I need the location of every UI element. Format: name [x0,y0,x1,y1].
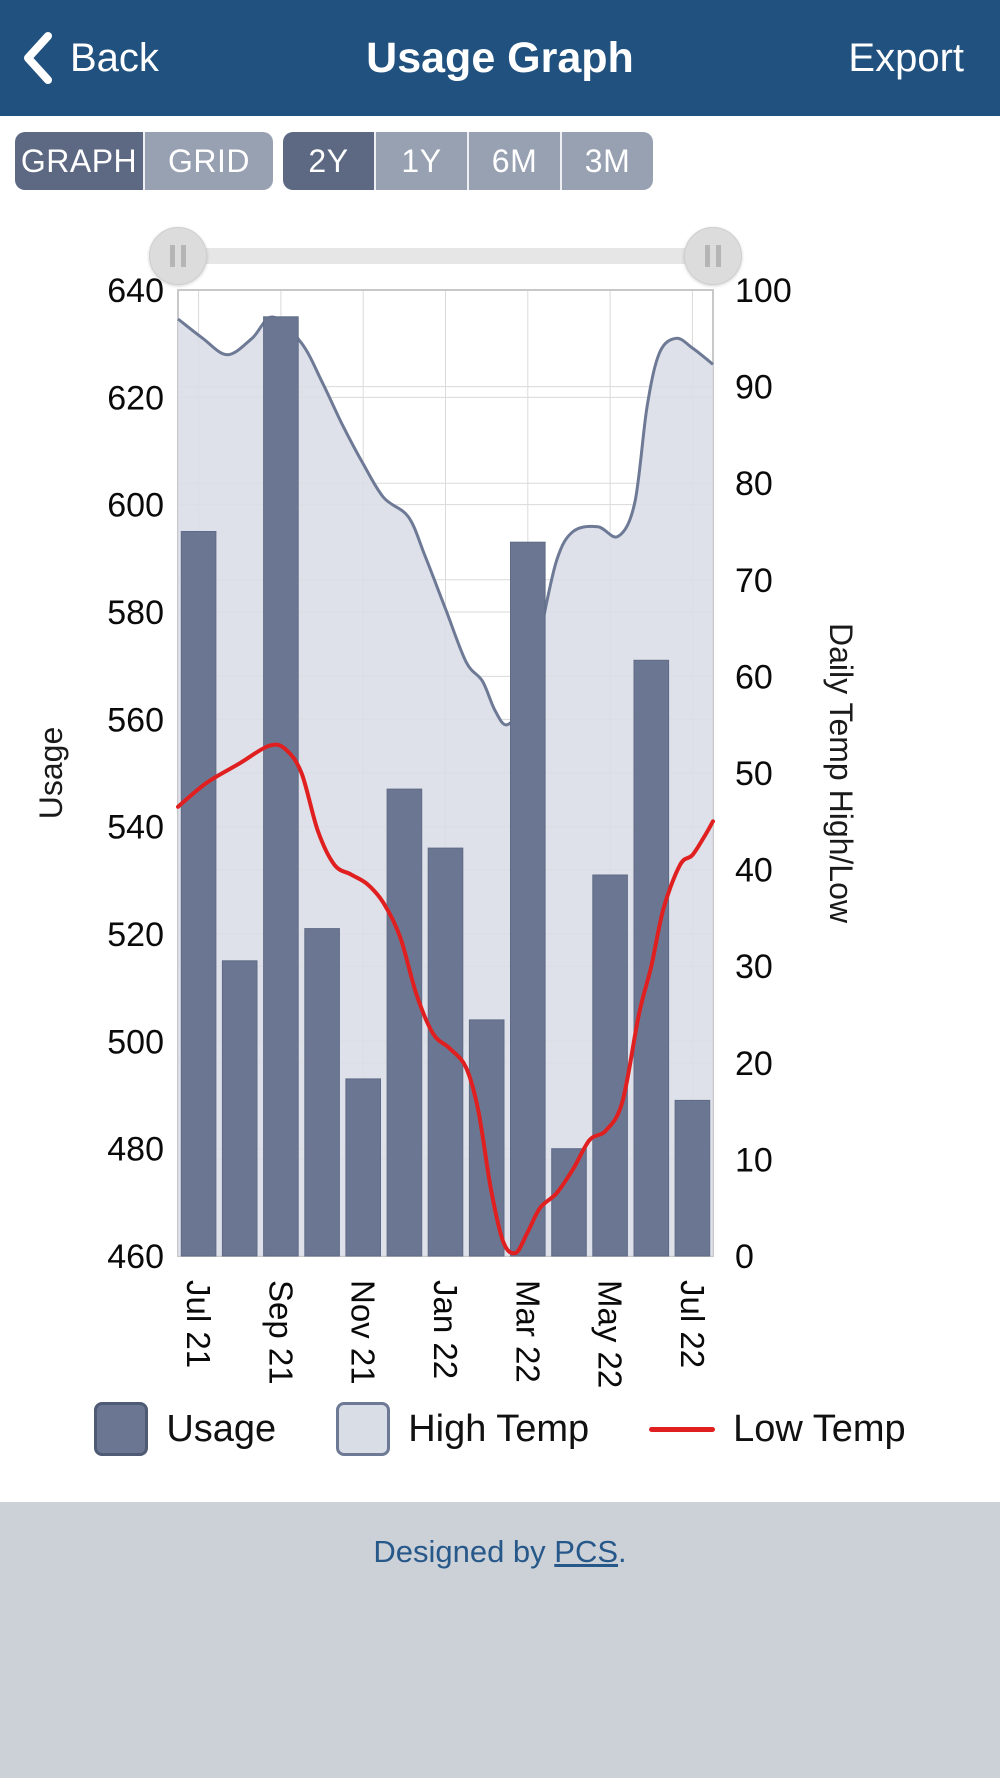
usage-bar [221,960,258,1257]
export-button[interactable]: Export [848,35,964,80]
range-toggle-option-1y[interactable]: 1Y [374,132,467,190]
page-title: Usage Graph [366,33,634,82]
legend-item-low-temp: Low Temp [649,1408,906,1451]
usage-bar [674,1099,711,1257]
usage-bar [180,531,217,1257]
x-axis-tick-label: Mar 22 [509,1280,546,1383]
x-axis-tick-label: Jan 22 [427,1280,464,1379]
right-axis-tick-label: 80 [735,465,773,503]
slider-handle-left[interactable] [149,227,207,285]
usage-bar [551,1148,587,1257]
high-temp-area-outline [177,315,714,727]
legend-swatch-high-temp [336,1402,391,1456]
usage-bar [304,928,340,1257]
range-toggle-option-6m[interactable]: 6M [467,132,560,190]
view-toggle-option-grid[interactable]: GRID [143,132,273,190]
usage-bar [386,788,423,1257]
legend-label-high-temp: High Temp [408,1407,590,1450]
back-chevron-icon [24,32,52,84]
x-axis-tick-label: May 22 [592,1280,629,1388]
x-axis-tick-label: Jul 21 [180,1280,217,1368]
left-axis-tick-label: 640 [107,272,164,310]
left-axis-tick-label: 500 [107,1023,164,1061]
grip-icon [716,245,721,267]
right-axis-tick-label: 20 [735,1045,773,1083]
left-axis-tick-label: 580 [107,594,164,632]
legend-label-usage: Usage [166,1407,277,1450]
x-axis-tick-label: Sep 21 [262,1280,299,1385]
grip-icon [705,245,710,267]
left-axis-title: Usage [33,727,69,820]
slider-handle-right[interactable] [684,227,742,285]
usage-bar [345,1078,381,1257]
legend-label-low-temp: Low Temp [733,1407,906,1450]
x-axis-tick-label: Nov 21 [345,1280,382,1385]
footer-text-suffix: . [618,1534,627,1569]
range-toggle-option-2y[interactable]: 2Y [283,132,374,190]
left-axis-tick-label: 520 [107,916,164,954]
range-toggle-option-3m[interactable]: 3M [560,132,653,190]
right-axis-tick-label: 90 [735,369,773,407]
high-temp-area [178,316,713,1256]
view-toggle: GRAPH GRID [15,132,273,190]
usage-bar [592,874,628,1257]
footer: Designed by PCS. [0,1502,1000,1778]
right-axis-tick-label: 70 [735,562,773,600]
usage-bar [510,541,546,1257]
left-axis-tick-label: 460 [107,1238,164,1276]
usage-bar [633,659,670,1257]
grip-icon [170,245,175,267]
right-axis-tick-label: 10 [735,1141,773,1179]
left-axis-tick-label: 600 [107,487,164,525]
right-axis-tick-label: 40 [735,852,773,890]
back-button[interactable]: Back [22,0,159,116]
legend-item-usage: Usage [94,1402,276,1456]
plot-border [177,289,714,1257]
range-toggle: 2Y 1Y 6M 3M [283,132,653,190]
right-axis-tick-label: 100 [735,272,792,310]
usage-bar [468,1019,505,1257]
pcs-link[interactable]: PCS [554,1534,619,1569]
left-axis-tick-label: 560 [107,701,164,739]
view-toggle-option-graph[interactable]: GRAPH [15,132,143,190]
grip-icon [181,245,186,267]
left-axis-tick-label: 620 [107,379,164,417]
legend-item-high-temp: High Temp [336,1402,589,1456]
chart-legend: Usage High Temp Low Temp [0,1402,1000,1456]
left-axis-tick-label: 480 [107,1131,164,1169]
usage-bar [263,316,299,1257]
legend-swatch-low-temp [649,1426,716,1432]
right-axis-tick-label: 30 [735,948,773,986]
left-axis-tick-label: 540 [107,809,164,847]
right-axis-tick-label: 0 [735,1238,754,1276]
nav-bar: Back Usage Graph Export [0,0,1000,116]
usage-bar [427,847,464,1257]
legend-swatch-usage [94,1402,149,1456]
slider-track[interactable] [165,248,725,264]
low-temp-line [176,742,715,1256]
back-label: Back [70,35,159,80]
footer-text-prefix: Designed by [373,1534,555,1569]
x-axis-tick-label: Jul 22 [674,1280,711,1368]
right-axis-tick-label: 50 [735,755,773,793]
right-axis-title: Daily Temp High/Low [823,623,859,924]
right-axis-tick-label: 60 [735,658,773,696]
